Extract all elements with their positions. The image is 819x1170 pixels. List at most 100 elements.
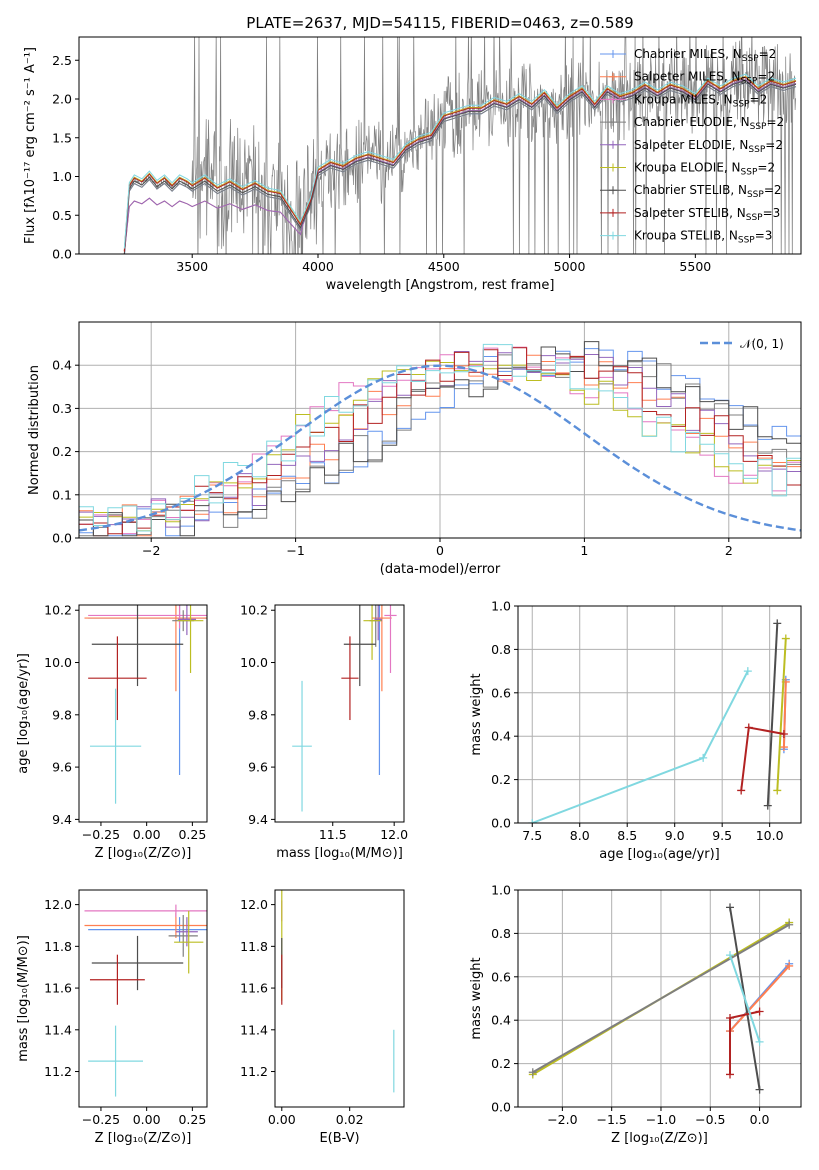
- y-tick-label: 9.6: [52, 760, 72, 775]
- x-tick-label: 3500: [176, 259, 208, 274]
- y-tick-label: 11.2: [240, 1064, 268, 1079]
- y-tick-label: 10.0: [240, 655, 268, 670]
- normal-reference-curve: [79, 364, 801, 532]
- y-tick-label: 11.8: [240, 939, 268, 954]
- x-tick-label: 7.5: [522, 828, 542, 843]
- y-tick-label: 0.0: [491, 1100, 511, 1115]
- y-tick-label: 0.4: [491, 729, 511, 744]
- legend-eq: =2: [750, 92, 768, 106]
- observed-spectrum-line: [124, 37, 796, 254]
- mass-weight-marker: [779, 743, 788, 752]
- mass-weight-marker: [785, 920, 794, 929]
- y-tick-label: 0.0: [52, 247, 72, 262]
- x-tick-label: 0.0: [750, 1112, 770, 1127]
- mass-weight-marker: [785, 961, 794, 970]
- legend-eq: =2: [766, 115, 784, 129]
- axes-frame: [517, 605, 802, 824]
- mass-vs-extinction-panel: 0.00 0.02 11.2 11.4 11.6 11.8 12.0 E(B-V): [240, 889, 405, 1146]
- histogram-steps: [79, 343, 801, 538]
- age-vs-mass-panel: 11.5 12.0 9.4 9.6 9.8 10.0 10.2 mass [log₁₀(M/M…: [240, 603, 408, 861]
- legend-label: Chabrier ELODIE, NSSP=2: [634, 115, 784, 132]
- legend-eq: =2: [757, 70, 775, 84]
- x-axis-label: mass [log₁₀(M/M⊙)]: [276, 846, 403, 861]
- x-axis-label: Z [log₁₀(Z/Z⊙)]: [611, 1131, 708, 1146]
- axes-frame: [78, 889, 208, 1108]
- mass-weight-line: [729, 965, 790, 1032]
- model-spectrum-line: [123, 79, 797, 254]
- model-spectrum-line: [123, 73, 797, 249]
- axes-frame: [274, 604, 405, 823]
- x-tick-label: 11.5: [319, 827, 347, 842]
- age-vs-metallicity-panel: −0.25 0.00 0.25 9.4 9.6 9.8 10.0 10.2 Z [log₁₀(Z…: [16, 603, 208, 861]
- y-tick-label: 0.0: [52, 531, 72, 546]
- legend-sub: SSP: [748, 145, 765, 155]
- legend-marker: [609, 140, 617, 149]
- y-tick-label: 0.4: [491, 1013, 511, 1028]
- x-tick-label: 0.00: [268, 1112, 296, 1127]
- y-tick-label: 0.6: [491, 685, 511, 700]
- y-tick-label: 11.6: [44, 981, 72, 996]
- mass-weight-vs-age-panel: 7.5 8.0 8.5 9.0 9.5 10.0 0.0 0.2 0.4 0.6 0.8 1.0 age…: [469, 599, 802, 862]
- y-tick-label: 1.0: [491, 883, 511, 898]
- mass-weight-line: [766, 623, 779, 806]
- x-tick-label: 2: [725, 543, 733, 558]
- mass-weight-marker: [779, 730, 788, 739]
- spectrum-panel: 3500 4000 4500 5000 5500 0.0 0.5 1.0 1.5 2.0 2.5 wa…: [23, 36, 802, 293]
- mass-weight-line: [776, 638, 787, 791]
- x-tick-label: −1.0: [646, 1112, 676, 1127]
- x-tick-label: 8.5: [617, 828, 637, 843]
- x-tick-label: −0.25: [82, 1112, 120, 1127]
- legend-label: Chabrier MILES, NSSP=2: [634, 47, 776, 64]
- y-tick-label: 11.6: [240, 981, 268, 996]
- x-tick-label: 12.0: [380, 827, 408, 842]
- x-axis-label: wavelength [Angstrom, rest frame]: [326, 278, 555, 293]
- legend-sub: SSP: [750, 122, 767, 132]
- plot-area: [123, 37, 797, 254]
- legend-label: Chabrier STELIB, NSSP=2: [634, 183, 782, 200]
- x-axis-label: age [log₁₀(age/yr)]: [599, 847, 720, 862]
- histogram-steps: [79, 348, 801, 538]
- legend-label: Kroupa STELIB, NSSP=3: [634, 229, 772, 246]
- legend-label: Salpeter ELODIE, NSSP=2: [634, 138, 783, 155]
- mass-weight-marker: [755, 1085, 764, 1094]
- y-tick-label: 11.8: [44, 939, 72, 954]
- legend-eq: =2: [764, 183, 782, 197]
- legend-marker: [609, 186, 617, 195]
- plot-area: [528, 619, 790, 823]
- y-tick-label: 1.0: [52, 169, 72, 184]
- plot-area: [281, 890, 395, 1093]
- residuals-histogram-panel: −2 −1 0 1 2 0.0 0.1 0.2 0.3 0.4 (data-model)/error…: [27, 321, 802, 577]
- y-tick-label: 9.8: [52, 707, 72, 722]
- axes-frame: [78, 321, 802, 539]
- y-axis-label: Flux [fλ10⁻¹⁷ erg cm⁻² s⁻¹ A⁻¹]: [23, 47, 38, 244]
- x-tick-label: 1: [580, 543, 588, 558]
- plot-area: [79, 341, 801, 538]
- mass-weight-marker: [726, 1070, 735, 1079]
- model-spectrum-line: [123, 76, 797, 252]
- figure-title: PLATE=2637, MJD=54115, FIBERID=0463, z=0…: [246, 14, 633, 32]
- legend-label: Kroupa ELODIE, NSSP=2: [634, 161, 775, 178]
- legend-sub: SSP: [747, 190, 764, 200]
- y-tick-label: 0.1: [52, 487, 72, 502]
- y-tick-label: 2.5: [52, 53, 72, 68]
- y-tick-label: 1.5: [52, 130, 72, 145]
- legend-marker: [609, 50, 617, 58]
- y-tick-label: 12.0: [240, 897, 268, 912]
- y-tick-label: 0.6: [491, 969, 511, 984]
- axes-frame: [78, 604, 208, 823]
- mass-weight-marker: [744, 723, 753, 732]
- x-tick-label: 4000: [302, 259, 334, 274]
- x-axis-label: Z [log₁₀(Z/Z⊙)]: [95, 1131, 192, 1146]
- mass-vs-metallicity-panel: −0.25 0.00 0.25 11.2 11.4 11.6 11.8 12.0 Z [log₁…: [16, 889, 208, 1146]
- legend-marker: [609, 118, 617, 127]
- legend-sub: SSP: [741, 168, 758, 178]
- y-tick-label: 11.2: [44, 1064, 72, 1079]
- mass-weight-vs-metallicity-panel: −2.0 −1.5 −1.0 −0.5 0.0 0.0 0.2 0.4 0.6 0.8 1.0 Z […: [469, 883, 802, 1146]
- legend-sub: SSP: [746, 213, 763, 223]
- y-tick-label: 9.4: [52, 812, 72, 827]
- mass-weight-marker: [773, 619, 782, 628]
- legend-eq: =3: [755, 229, 773, 243]
- mass-weight-marker: [528, 819, 537, 823]
- x-tick-label: 10.0: [756, 828, 784, 843]
